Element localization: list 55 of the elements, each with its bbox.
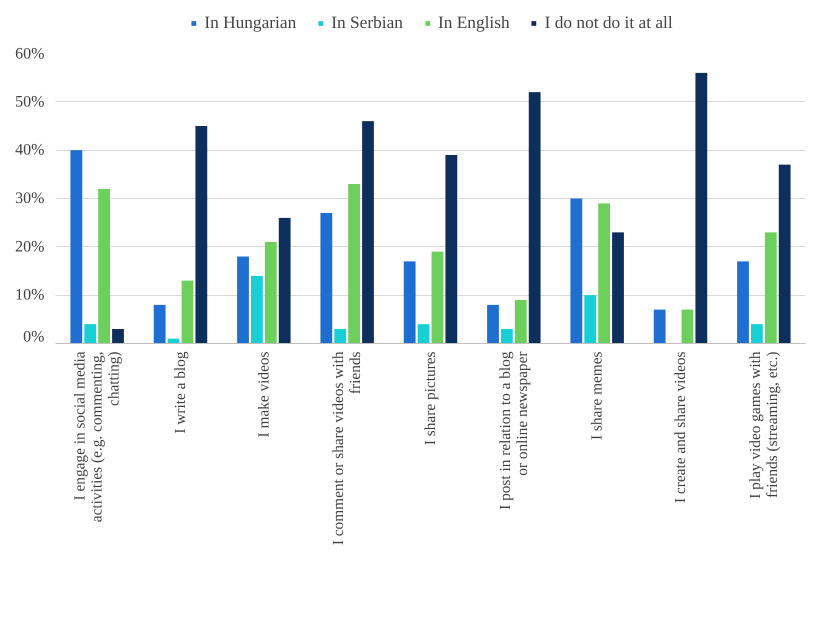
- bar: [98, 188, 110, 344]
- bar: [514, 300, 527, 344]
- x-tick-label: I post in relation to a blog or online newspaper: [496, 351, 531, 510]
- bar: [682, 310, 694, 344]
- x-tick-label: I make videos: [255, 351, 272, 438]
- x-tick-label: I write a blog: [172, 351, 189, 434]
- x-tick-label: I share pictures: [422, 351, 439, 446]
- bar: [362, 121, 374, 344]
- y-tick-label: 20%: [15, 238, 44, 256]
- bar: [737, 261, 749, 344]
- legend-label: I do not do it at all: [544, 12, 673, 32]
- y-tick-label: 0%: [23, 328, 44, 346]
- y-tick-label: 40%: [15, 142, 44, 159]
- bar: [168, 338, 180, 344]
- bar: [612, 232, 624, 344]
- bar: [264, 242, 277, 344]
- bar: [778, 164, 791, 344]
- bar: [250, 276, 263, 344]
- bar: [320, 213, 332, 344]
- bar: [584, 295, 596, 344]
- x-tick-label: I create and share videos: [672, 351, 689, 503]
- bar: [445, 155, 458, 344]
- x-tick-label: I play video games with friends (streaming, etc.): [746, 351, 781, 499]
- legend-label: In Serbian: [331, 12, 403, 32]
- bar: [334, 329, 346, 344]
- bar: [404, 261, 416, 344]
- bar: [500, 329, 513, 344]
- bar: [70, 150, 82, 344]
- bar: [598, 203, 610, 344]
- bar: [654, 310, 666, 344]
- x-tick-label: I engage in social media activities (e.g. commenting, chatting): [72, 351, 123, 522]
- bar: [278, 218, 291, 344]
- y-tick-label: 10%: [15, 286, 44, 304]
- bar: [112, 329, 124, 344]
- bar: [528, 92, 541, 344]
- y-tick-label: 60%: [15, 46, 44, 62]
- x-tick-label: I comment or share videos with friends: [330, 351, 364, 546]
- legend-label: In Hungarian: [204, 12, 296, 32]
- bar: [695, 72, 708, 344]
- legend-label: In English: [438, 12, 510, 32]
- bar: [237, 256, 249, 344]
- bar: [348, 184, 360, 344]
- bar: [154, 304, 166, 344]
- bar: [195, 126, 208, 344]
- bar: [750, 324, 763, 344]
- bar: [570, 198, 582, 344]
- y-tick-label: 50%: [15, 93, 44, 110]
- x-tick-label: I share memes: [588, 351, 606, 440]
- bar: [182, 280, 194, 344]
- bar: [418, 324, 430, 344]
- bar: [432, 252, 444, 344]
- bar: [84, 324, 96, 344]
- y-tick-label: 30%: [15, 190, 44, 207]
- bar: [764, 232, 777, 344]
- bar: [487, 304, 499, 344]
